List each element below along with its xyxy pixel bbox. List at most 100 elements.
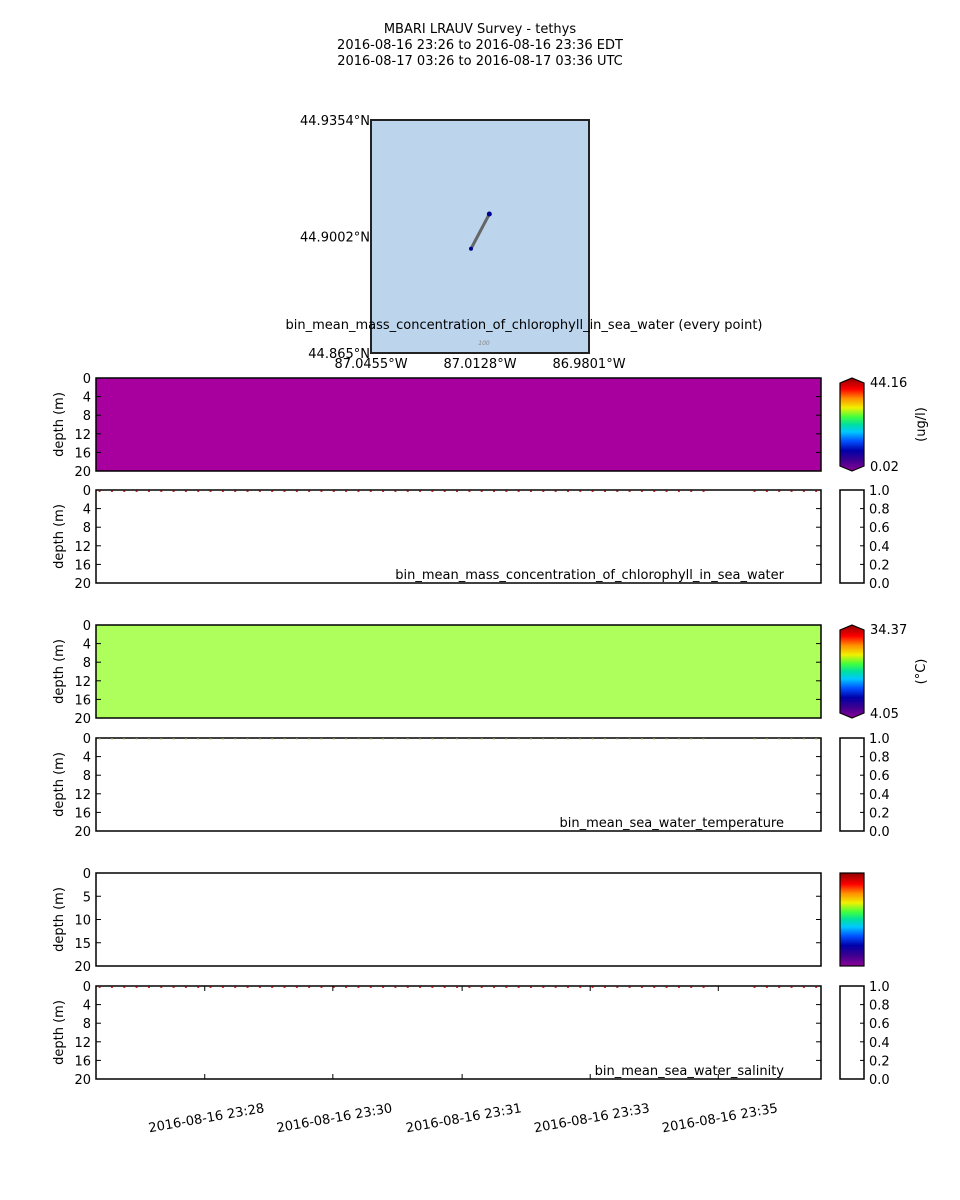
colorbar-empty — [839, 737, 865, 832]
y-tick-label: 16 — [74, 1054, 91, 1069]
sample-point — [443, 490, 446, 492]
sample-point — [653, 738, 656, 740]
sample-point — [394, 490, 397, 492]
sample-point — [778, 490, 781, 492]
sample-point — [815, 738, 818, 740]
sample-point — [665, 490, 668, 492]
sample-point — [431, 986, 434, 988]
sample-point — [147, 986, 150, 988]
sample-point — [246, 490, 249, 492]
x-tick-label: 2016-08-16 23:28 — [147, 1101, 265, 1136]
y-tick-label: 4 — [83, 391, 91, 406]
sample-point — [221, 986, 224, 988]
sample-point — [591, 986, 594, 988]
y-tick-label: 12 — [74, 675, 91, 690]
sample-point — [456, 490, 459, 492]
sample-point — [603, 986, 606, 988]
sample-point — [530, 490, 532, 492]
sample-point — [246, 738, 249, 740]
sample-point — [640, 490, 643, 492]
sample-point — [234, 738, 237, 740]
y-tick-label: 5 — [83, 890, 91, 905]
sample-point — [456, 986, 459, 988]
x-tick-label: 2016-08-16 23:35 — [661, 1101, 779, 1136]
sample-point — [332, 490, 335, 492]
y-tick-label: 0 — [83, 980, 91, 995]
sample-point — [406, 490, 409, 492]
colorbar-tick-label: 1.0 — [869, 484, 890, 499]
y-tick-label: 20 — [74, 825, 91, 840]
colorbar-tick-label: 0.2 — [869, 1054, 890, 1069]
sample-point — [271, 490, 274, 492]
track-end-point — [486, 211, 492, 217]
sample-point — [172, 738, 175, 740]
sample-point — [98, 986, 101, 988]
sample-point — [295, 490, 298, 492]
time-range-edt: 2016-08-16 23:26 to 2016-08-16 23:36 EDT — [337, 38, 623, 53]
y-tick-label: 8 — [83, 409, 91, 424]
lon-tick-label: 86.9801°W — [552, 357, 625, 372]
y-tick-label: 0 — [83, 732, 91, 747]
sample-point — [209, 490, 212, 492]
sample-point — [702, 738, 705, 740]
sample-point — [135, 490, 138, 492]
sample-point — [123, 490, 126, 492]
sample-point — [246, 986, 249, 988]
sample-point — [480, 490, 483, 492]
sample-point — [456, 738, 459, 740]
sample-point — [258, 490, 261, 492]
y-axis-label: depth (m) — [52, 504, 67, 569]
sample-point — [677, 986, 680, 988]
lon-tick-label: 87.0455°W — [334, 357, 407, 372]
colorbar-tick-label: 1.0 — [869, 732, 890, 747]
y-tick-label: 8 — [83, 1017, 91, 1032]
sample-point — [332, 986, 335, 988]
y-tick-label: 4 — [83, 503, 91, 518]
sample-point — [640, 986, 643, 988]
colorbar — [839, 872, 865, 967]
sample-point — [443, 738, 446, 740]
sample-point — [628, 490, 631, 492]
sample-point — [468, 490, 471, 492]
sample-point — [160, 738, 163, 740]
sample-point — [579, 490, 582, 492]
map-title: bin_mean_mass_concentration_of_chlorophy… — [285, 318, 762, 333]
sample-point — [753, 490, 756, 492]
sample-point — [790, 738, 793, 740]
sample-point — [357, 986, 360, 988]
sample-point — [160, 986, 163, 988]
sample-point — [345, 738, 348, 740]
colorbar-tick-label: 0.2 — [869, 558, 890, 573]
sample-point — [382, 738, 385, 740]
time-range-utc: 2016-08-17 03:26 to 2016-08-17 03:36 UTC — [337, 54, 623, 69]
colorbar-tick-label: 0.0 — [869, 825, 890, 840]
y-axis-label: depth (m) — [52, 887, 67, 952]
sample-point — [702, 986, 705, 988]
colorbar-tick-label: 0.8 — [869, 503, 890, 518]
section-plot-area — [95, 872, 822, 967]
section-plot-area — [95, 377, 822, 472]
colorbar-tick-label: 0.0 — [869, 577, 890, 592]
profile-plot-area — [95, 985, 822, 1080]
sample-point — [283, 738, 286, 740]
sample-point — [765, 490, 768, 492]
sample-point — [382, 490, 385, 492]
y-tick-label: 4 — [83, 751, 91, 766]
sample-point — [419, 490, 422, 492]
sample-point — [320, 738, 323, 740]
sample-point — [790, 490, 793, 492]
sample-point — [98, 738, 101, 740]
sample-point — [110, 738, 113, 740]
sample-point — [591, 490, 594, 492]
sample-point — [665, 738, 668, 740]
lon-tick-label: 87.0128°W — [443, 357, 516, 372]
variable-label: bin_mean_sea_water_salinity — [595, 1064, 785, 1079]
sample-point — [283, 490, 286, 492]
sample-point — [197, 738, 200, 740]
sample-point — [505, 986, 508, 988]
y-tick-label: 16 — [74, 446, 91, 461]
sample-point — [765, 986, 768, 988]
colorbar-empty — [839, 489, 865, 584]
sample-point — [542, 738, 545, 740]
sample-point — [778, 738, 781, 740]
